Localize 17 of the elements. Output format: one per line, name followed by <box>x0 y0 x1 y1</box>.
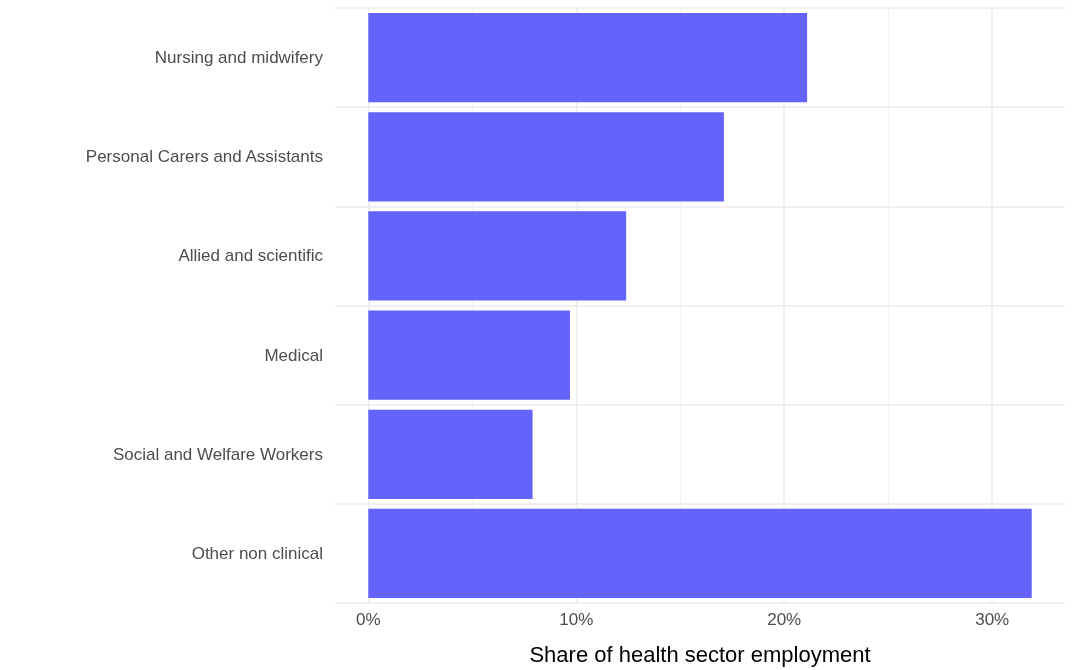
bar <box>368 409 533 499</box>
bar <box>368 211 627 301</box>
bar <box>368 310 571 400</box>
x-tick-label: 20% <box>767 610 802 629</box>
y-tick-label: Medical <box>264 345 323 365</box>
bar <box>368 12 808 103</box>
x-tick-label: 0% <box>355 610 381 629</box>
y-tick-label: Social and Welfare Workers <box>112 444 323 464</box>
y-tick-label: Allied and scientific <box>178 246 324 266</box>
x-tick-label: 30% <box>975 610 1010 629</box>
y-tick-label: Personal Carers and Assistants <box>85 147 323 167</box>
y-tick-label: Other non clinical <box>191 543 323 563</box>
x-axis-title: Share of health sector employment <box>529 641 871 667</box>
y-tick-label: Nursing and midwifery <box>154 48 324 68</box>
bar <box>368 508 1032 599</box>
bar <box>368 112 724 202</box>
x-tick-label: 10% <box>559 610 594 629</box>
